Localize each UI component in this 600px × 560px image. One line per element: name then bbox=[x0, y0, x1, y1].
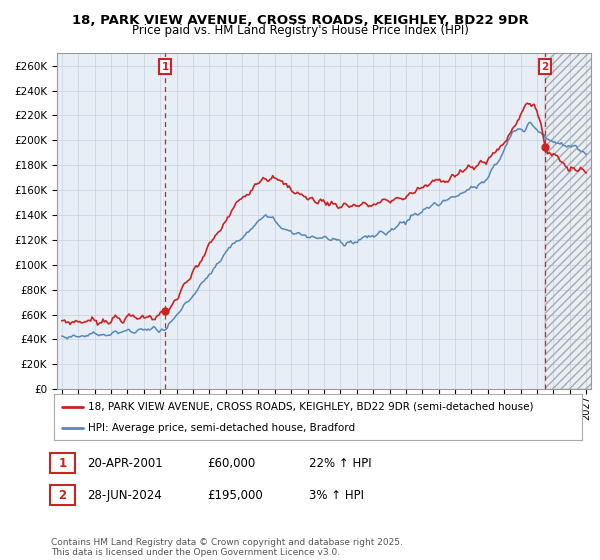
Text: £195,000: £195,000 bbox=[207, 488, 263, 502]
Text: 22% ↑ HPI: 22% ↑ HPI bbox=[309, 456, 371, 470]
Text: 1: 1 bbox=[161, 62, 169, 72]
Text: 3% ↑ HPI: 3% ↑ HPI bbox=[309, 488, 364, 502]
Text: £60,000: £60,000 bbox=[207, 456, 255, 470]
Text: 18, PARK VIEW AVENUE, CROSS ROADS, KEIGHLEY, BD22 9DR: 18, PARK VIEW AVENUE, CROSS ROADS, KEIGH… bbox=[71, 14, 529, 27]
Bar bbox=[545, 53, 594, 389]
Text: 2: 2 bbox=[542, 62, 549, 72]
Text: 1: 1 bbox=[58, 456, 67, 470]
Text: 18, PARK VIEW AVENUE, CROSS ROADS, KEIGHLEY, BD22 9DR (semi-detached house): 18, PARK VIEW AVENUE, CROSS ROADS, KEIGH… bbox=[88, 402, 534, 412]
Text: 20-APR-2001: 20-APR-2001 bbox=[87, 456, 163, 470]
Text: HPI: Average price, semi-detached house, Bradford: HPI: Average price, semi-detached house,… bbox=[88, 423, 355, 433]
Text: Contains HM Land Registry data © Crown copyright and database right 2025.
This d: Contains HM Land Registry data © Crown c… bbox=[51, 538, 403, 557]
Text: Price paid vs. HM Land Registry's House Price Index (HPI): Price paid vs. HM Land Registry's House … bbox=[131, 24, 469, 37]
Text: 2: 2 bbox=[58, 488, 67, 502]
Text: 28-JUN-2024: 28-JUN-2024 bbox=[87, 488, 162, 502]
